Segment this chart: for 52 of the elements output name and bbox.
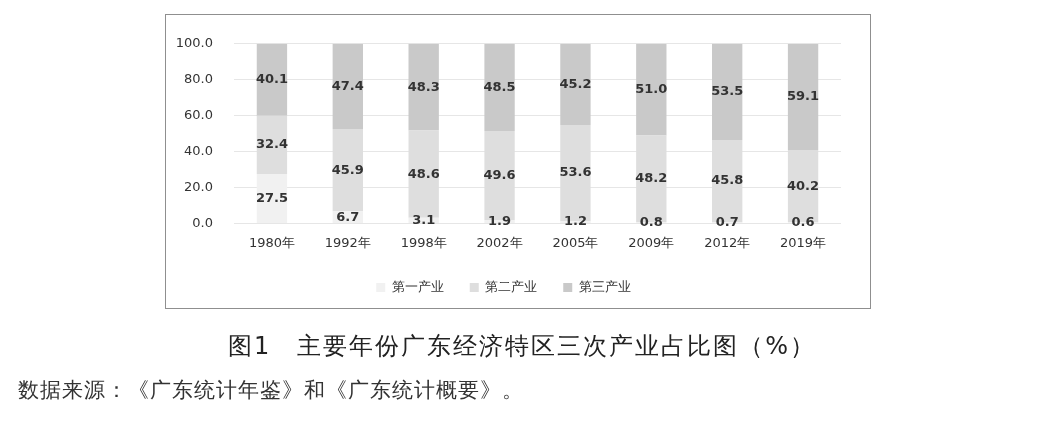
data-label: 1.9 bbox=[488, 212, 512, 228]
data-label: 1.2 bbox=[563, 213, 587, 229]
bar bbox=[712, 43, 743, 140]
data-label: 45.8 bbox=[711, 172, 744, 188]
x-tick-label: 1980年 bbox=[248, 234, 295, 250]
text: 图1 主要年份广东经济特区三次产业占比图（%） bbox=[226, 332, 818, 360]
data-label: 45.2 bbox=[559, 75, 592, 91]
bar bbox=[560, 43, 591, 125]
data-label: 0.8 bbox=[639, 213, 663, 229]
x-tick-label: 1998年 bbox=[400, 234, 447, 250]
data-label: 3.1 bbox=[412, 211, 436, 227]
data-label: 48.6 bbox=[407, 165, 440, 181]
bar bbox=[332, 128, 363, 212]
bar bbox=[787, 43, 819, 151]
x-tick-label: 2009年 bbox=[628, 234, 675, 250]
y-tick-label: 0.0 bbox=[192, 214, 213, 230]
legend-label: 第一产业 bbox=[391, 278, 444, 294]
bar bbox=[408, 43, 439, 131]
source-note: 数据来源：《广东统计年鉴》和《广东统计概要》。 bbox=[18, 377, 524, 403]
data-label: 48.3 bbox=[407, 78, 440, 94]
data-label: 48.2 bbox=[635, 170, 668, 186]
x-tick-label: 2005年 bbox=[552, 234, 599, 250]
x-tick-label: 2019年 bbox=[780, 234, 827, 250]
y-tick-label: 20.0 bbox=[184, 178, 213, 194]
data-label: 45.9 bbox=[331, 161, 364, 177]
x-tick-label: 1992年 bbox=[324, 234, 371, 250]
legend-label: 第三产业 bbox=[578, 278, 631, 294]
x-tick-label: 2002年 bbox=[476, 234, 523, 250]
y-tick-label: 40.0 bbox=[184, 142, 213, 158]
y-tick-label: 100.0 bbox=[175, 35, 213, 51]
data-label: 53.6 bbox=[559, 164, 592, 180]
data-label: 40.2 bbox=[787, 177, 820, 193]
data-label: 59.1 bbox=[787, 88, 820, 104]
data-label: 49.6 bbox=[483, 166, 516, 182]
data-label: 0.6 bbox=[791, 213, 815, 229]
data-label: 47.4 bbox=[331, 77, 364, 93]
data-label: 40.1 bbox=[255, 71, 288, 87]
data-label: 48.5 bbox=[483, 78, 516, 94]
data-label: 27.5 bbox=[255, 189, 288, 205]
bar bbox=[256, 43, 288, 116]
bar bbox=[636, 43, 667, 136]
data-label: 0.7 bbox=[715, 213, 739, 229]
y-tick-label: 60.0 bbox=[184, 107, 213, 123]
legend-label: 第二产业 bbox=[485, 278, 538, 294]
bar bbox=[332, 43, 363, 129]
data-label: 32.4 bbox=[255, 136, 288, 152]
data-label: 6.7 bbox=[336, 208, 360, 224]
data-label: 53.5 bbox=[711, 83, 744, 99]
data-label: 51.0 bbox=[635, 80, 668, 96]
bar bbox=[484, 43, 515, 131]
y-tick-label: 80.0 bbox=[184, 71, 213, 87]
x-tick-label: 2012年 bbox=[704, 234, 751, 250]
